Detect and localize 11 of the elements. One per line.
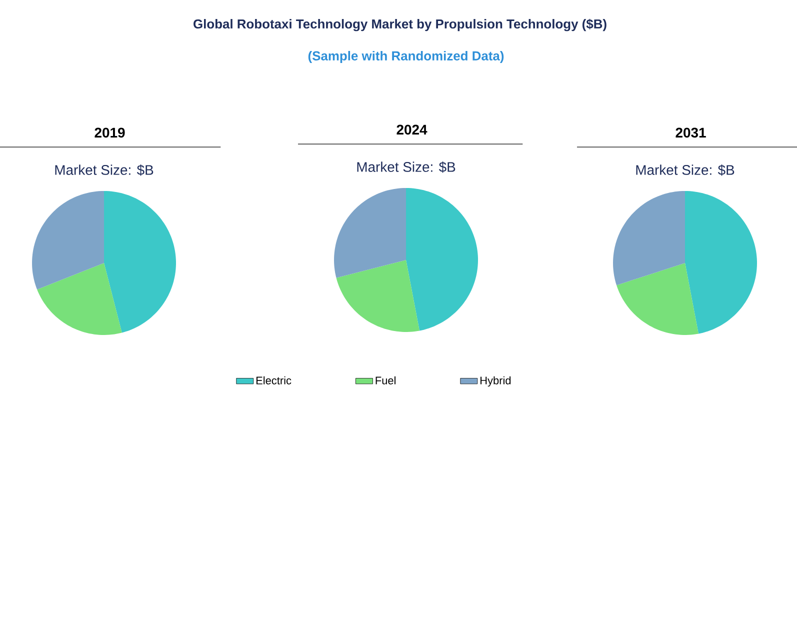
legend-label: Hybrid [480, 376, 511, 387]
text: Global Robotaxi Technology Market by Propulsion Technology ($B) [194, 18, 606, 32]
text: (Sample with Randomized Data) [308, 50, 504, 64]
chart-subtitle: Market Size: $B [636, 164, 734, 176]
legend-label: Electric [256, 376, 292, 384]
legend-label: Fuel [376, 376, 396, 384]
chart-subtitle: Market Size: $B [55, 164, 154, 176]
chart-subtitle: Market Size: $B [357, 161, 456, 173]
chart-title: 2031 [676, 128, 706, 138]
chart-title: 2024 [396, 124, 428, 135]
chart-title: 2019 [94, 128, 125, 138]
